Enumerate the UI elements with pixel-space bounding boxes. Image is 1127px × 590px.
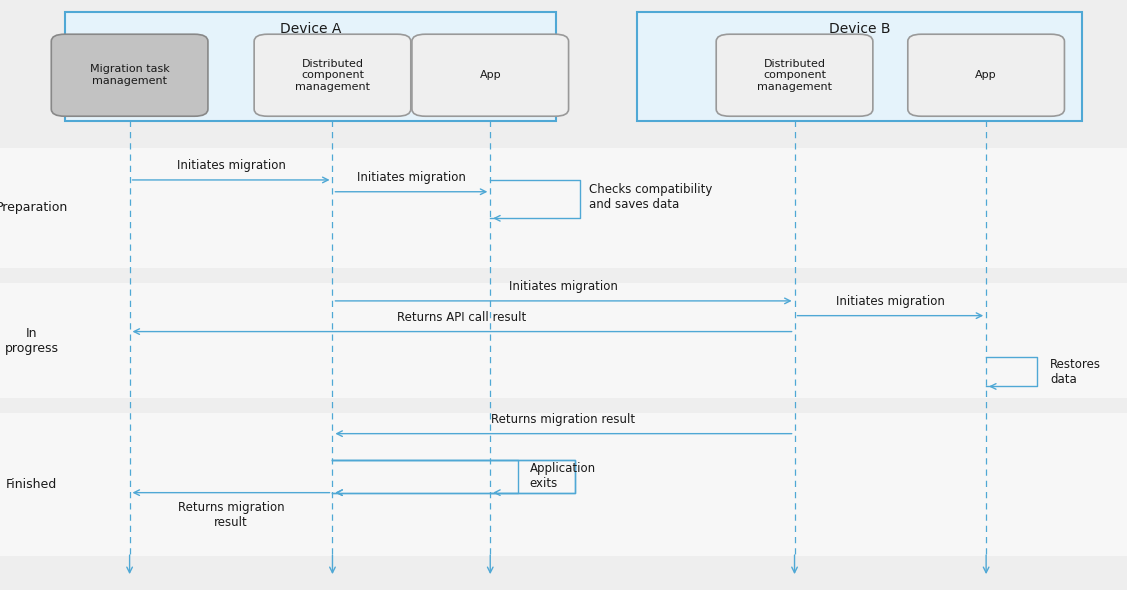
Text: Finished: Finished [6,478,57,491]
FancyBboxPatch shape [52,34,207,116]
Text: Preparation: Preparation [0,201,68,215]
Text: Application
exits: Application exits [530,463,596,490]
FancyBboxPatch shape [908,34,1064,116]
Text: Device B: Device B [828,22,890,37]
Text: Initiates migration: Initiates migration [509,280,618,293]
FancyBboxPatch shape [412,34,568,116]
Text: Initiates migration: Initiates migration [177,159,285,172]
Text: Device A: Device A [279,22,341,37]
FancyBboxPatch shape [717,34,872,116]
Text: Distributed
component
management: Distributed component management [757,58,832,92]
FancyBboxPatch shape [254,34,410,116]
Text: Migration task
management: Migration task management [90,64,169,86]
Text: Returns migration result: Returns migration result [491,413,636,426]
Bar [637,12,1082,121]
Bar [65,12,556,121]
Bar [0,413,1127,556]
Text: Restores
data: Restores data [1050,358,1101,386]
Bar [0,148,1127,268]
Text: Distributed
component
management: Distributed component management [295,58,370,92]
Text: In
progress: In progress [5,327,59,355]
Bar [0,283,1127,398]
Text: Returns migration
result: Returns migration result [178,502,284,529]
Text: App: App [479,70,502,80]
Text: Checks compatibility
and saves data: Checks compatibility and saves data [589,183,712,211]
Text: Initiates migration: Initiates migration [357,171,465,184]
Text: Returns API call result: Returns API call result [398,311,526,324]
Text: Initiates migration: Initiates migration [836,295,944,308]
Text: App: App [975,70,997,80]
